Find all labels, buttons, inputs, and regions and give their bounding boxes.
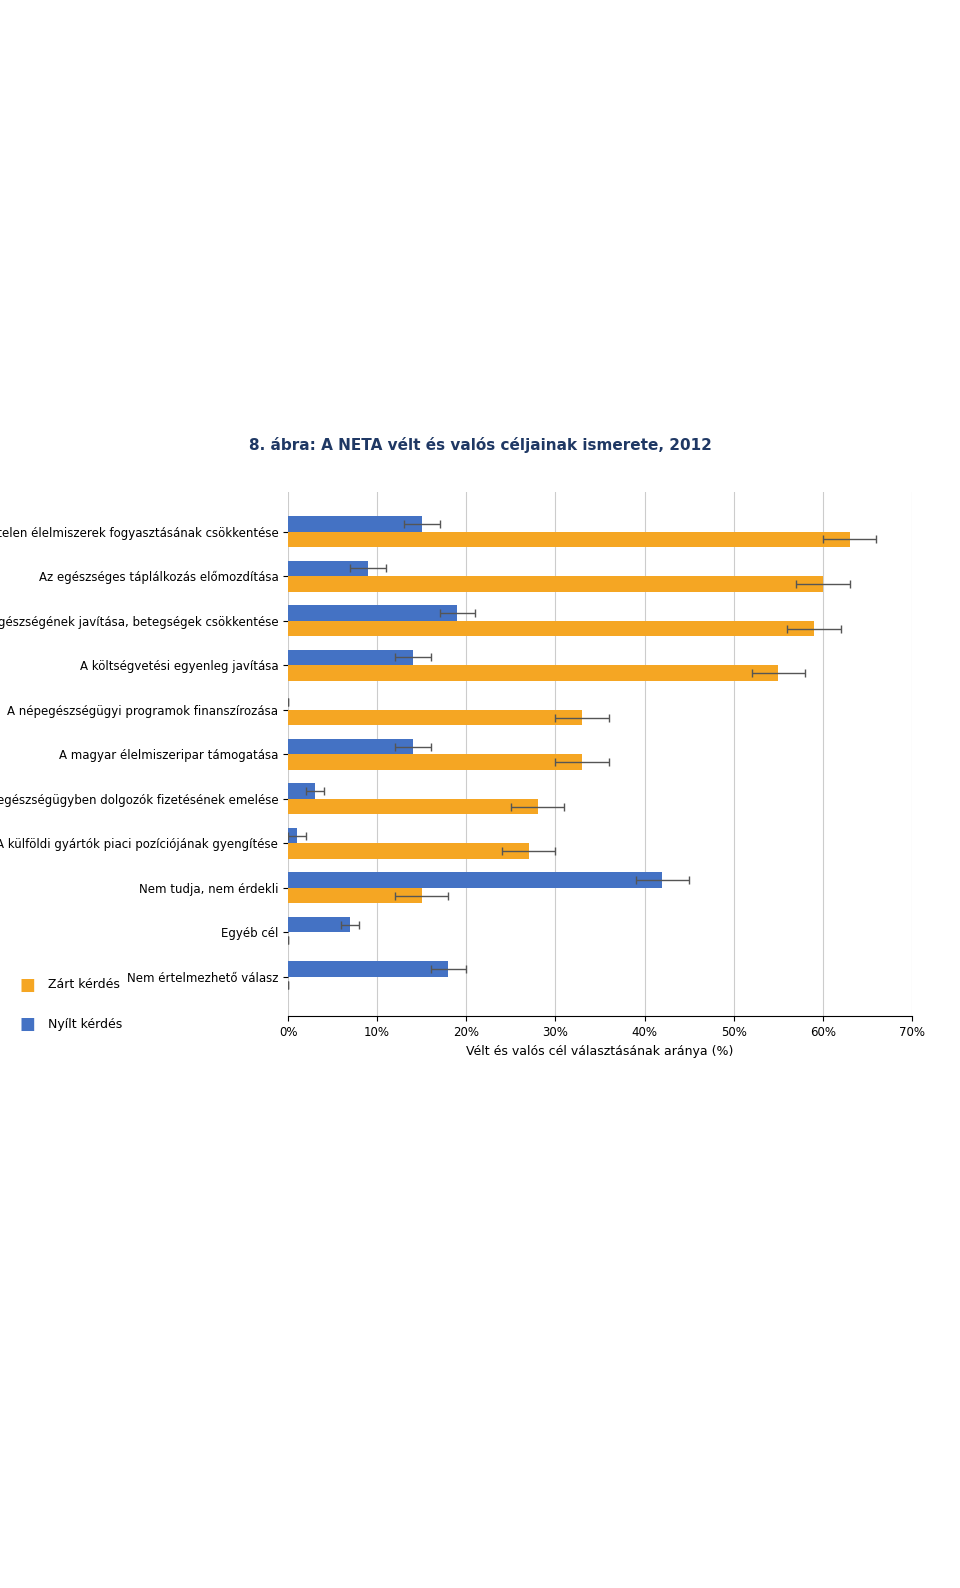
Bar (288, 961, 448, 977)
Bar (288, 888, 421, 904)
Bar (288, 872, 662, 888)
Text: 8. ábra: A NETA vélt és valós céljainak ismerete, 2012: 8. ábra: A NETA vélt és valós céljainak … (249, 437, 711, 453)
Bar (288, 649, 413, 665)
X-axis label: Vélt és valós cél választásának aránya (%): Vélt és valós cél választásának aránya (… (467, 1045, 733, 1058)
Text: ■: ■ (19, 975, 35, 994)
Text: ■: ■ (19, 1015, 35, 1034)
Bar (288, 532, 850, 548)
Bar (288, 665, 779, 681)
Bar (288, 516, 421, 532)
Bar (288, 916, 350, 932)
Bar (288, 843, 529, 859)
Bar (288, 621, 814, 637)
Bar (288, 605, 457, 621)
Bar (288, 710, 582, 726)
Bar (288, 576, 823, 592)
Bar (288, 561, 369, 576)
Bar (288, 754, 582, 770)
Text: Nyílt kérdés: Nyílt kérdés (48, 1018, 122, 1031)
Bar (288, 783, 315, 799)
Bar (288, 738, 413, 754)
Bar (288, 827, 297, 843)
Text: Zárt kérdés: Zárt kérdés (48, 978, 120, 991)
Bar (288, 799, 538, 815)
